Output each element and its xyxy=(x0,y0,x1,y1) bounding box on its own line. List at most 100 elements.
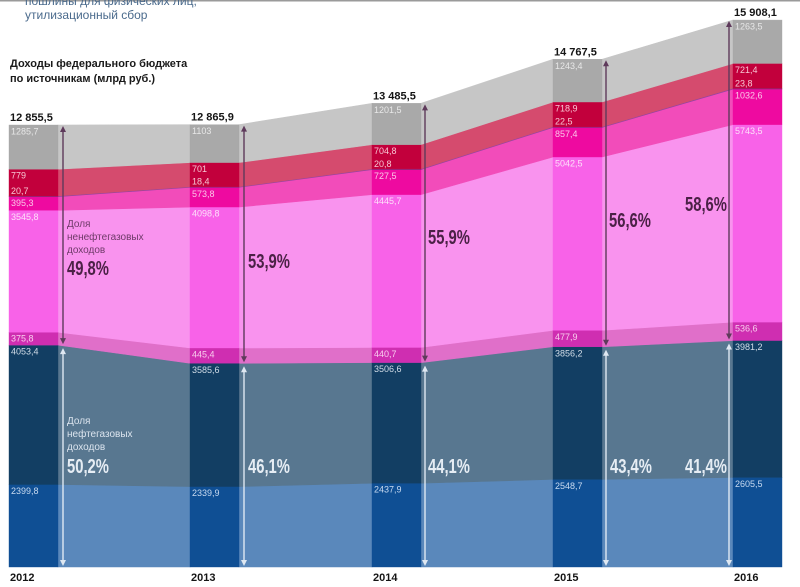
year-tick-label: 2015 xyxy=(554,572,578,584)
value-label: 4445,7 xyxy=(374,196,402,206)
oil-gas-share-label: 43,4% xyxy=(610,455,652,478)
value-label: 3856,2 xyxy=(555,348,583,358)
value-label: 375,8 xyxy=(11,334,34,344)
value-label: 779 xyxy=(11,171,26,181)
arrowhead-up-icon xyxy=(422,365,428,372)
oil-gas-caption: доходов xyxy=(67,442,105,453)
arrowhead-down-icon xyxy=(241,356,247,363)
bar-segment xyxy=(189,206,240,349)
oil-gas-caption: Доля xyxy=(67,416,90,427)
value-label: 701 xyxy=(192,164,207,174)
oil-gas-share-arrow xyxy=(422,365,428,566)
arrowhead-up-icon xyxy=(241,125,247,132)
area-band-segment xyxy=(57,484,191,568)
area-band-segment xyxy=(601,477,734,568)
value-label: 3585,6 xyxy=(192,365,220,375)
year-tick-label: 2016 xyxy=(734,572,758,584)
chart-title-line-2: по источникам (млрд руб.) xyxy=(10,73,155,85)
legend-note-line-1: пошлины для физических лиц, xyxy=(25,0,197,8)
total-labels: 12 855,5 12 865,9 13 485,5 14 767,5 15 908,1 xyxy=(10,7,777,124)
bar-segment xyxy=(371,169,422,195)
bar-segment xyxy=(552,346,603,480)
stacked-columns xyxy=(8,19,783,568)
value-label: 1201,5 xyxy=(374,105,402,115)
value-label: 477,9 xyxy=(555,332,578,342)
bar-segment xyxy=(732,88,783,125)
value-label: 2437,9 xyxy=(374,485,402,495)
area-band-segment xyxy=(420,479,554,568)
oil-gas-share-label: 41,4% xyxy=(685,455,727,478)
non-oil-gas-share-label: 55,9% xyxy=(428,226,470,249)
bar-segment xyxy=(371,103,422,145)
bar-segment xyxy=(8,344,59,485)
value-label: 1285,7 xyxy=(11,127,39,137)
legend-note-line-2: утилизационный сбор xyxy=(25,8,148,22)
bar-segment xyxy=(8,210,59,333)
value-label: 3981,2 xyxy=(735,342,763,352)
value-label: 536,6 xyxy=(735,324,758,334)
value-label: 857,4 xyxy=(555,129,578,139)
value-label: 2605,5 xyxy=(735,479,763,489)
total-value-label: 12 865,9 xyxy=(191,112,234,124)
value-label: 721,4 xyxy=(735,65,758,75)
arrowhead-down-icon xyxy=(60,560,66,566)
oil-gas-share-label: 44,1% xyxy=(428,455,470,478)
arrowhead-down-icon xyxy=(422,355,428,362)
non-oil-gas-share-label: 53,9% xyxy=(248,250,290,273)
value-label: 18,4 xyxy=(192,177,210,187)
total-value-label: 13 485,5 xyxy=(373,90,416,102)
value-label: 4053,4 xyxy=(11,347,39,357)
oil-gas-share-arrow xyxy=(603,349,609,566)
value-label: 395,3 xyxy=(11,198,34,208)
arrowhead-up-icon xyxy=(422,104,428,111)
value-label: 3506,6 xyxy=(374,364,402,374)
share-arrows xyxy=(60,21,732,566)
bar-segment xyxy=(552,156,603,331)
oil-gas-caption: нефтегазовых xyxy=(67,428,133,440)
total-value-label: 12 855,5 xyxy=(10,112,53,124)
oil-gas-share-arrow xyxy=(726,343,732,566)
bar-segment xyxy=(189,363,240,487)
non-oil-gas-share-arrow xyxy=(422,104,428,362)
arrowhead-down-icon xyxy=(422,560,428,566)
arrowhead-up-icon xyxy=(603,60,609,67)
value-label: 23,8 xyxy=(735,78,753,88)
arrowhead-up-icon xyxy=(726,343,732,350)
year-tick-label: 2013 xyxy=(191,572,215,584)
value-label: 22,5 xyxy=(555,117,573,127)
value-label: 4098,8 xyxy=(192,209,220,219)
value-label: 1032,6 xyxy=(735,91,763,101)
value-label: 718,9 xyxy=(555,104,578,114)
non-oil-gas-share-arrow xyxy=(603,60,609,346)
share-labels: 49,8% 50,2% 53,9% 46,1% 55,9% 44,1% 56,6% 43,4%… xyxy=(67,193,727,478)
non-oil-gas-share-label: 49,8% xyxy=(67,257,109,280)
non-oil-gas-share-arrow xyxy=(241,125,247,363)
value-label: 1243,4 xyxy=(555,61,583,71)
bar-segment xyxy=(8,484,59,568)
area-band-segment xyxy=(238,482,373,568)
bar-segment xyxy=(732,340,783,478)
bar-segment xyxy=(8,124,59,170)
non-oil-gas-caption: ненефтегазовых xyxy=(67,231,144,243)
arrowhead-down-icon xyxy=(726,333,732,340)
bar-segment xyxy=(371,362,422,484)
chart-title-line-1: Доходы федерального бюджета xyxy=(10,58,188,70)
bar-segment xyxy=(732,124,783,323)
bar-segment xyxy=(189,486,240,568)
bar-segment xyxy=(732,19,783,64)
non-oil-gas-share-arrow xyxy=(726,21,732,340)
oil-gas-share-arrow xyxy=(60,348,66,566)
arrowhead-up-icon xyxy=(241,366,247,373)
non-oil-gas-caption: доходов xyxy=(67,245,105,256)
area-band-segment xyxy=(57,124,191,170)
non-oil-gas-share-arrow xyxy=(60,126,66,345)
arrowhead-down-icon xyxy=(603,560,609,566)
value-label: 2548,7 xyxy=(555,481,583,491)
total-value-label: 14 767,5 xyxy=(554,46,597,58)
value-label: 1103 xyxy=(192,126,211,136)
value-label: 573,8 xyxy=(192,189,215,199)
arrowhead-down-icon xyxy=(726,560,732,566)
value-labels: 2399,8 2339,9 2437,9 2548,7 2605,5 4053,4 3585… xyxy=(11,22,763,499)
bar-segment xyxy=(552,59,603,103)
